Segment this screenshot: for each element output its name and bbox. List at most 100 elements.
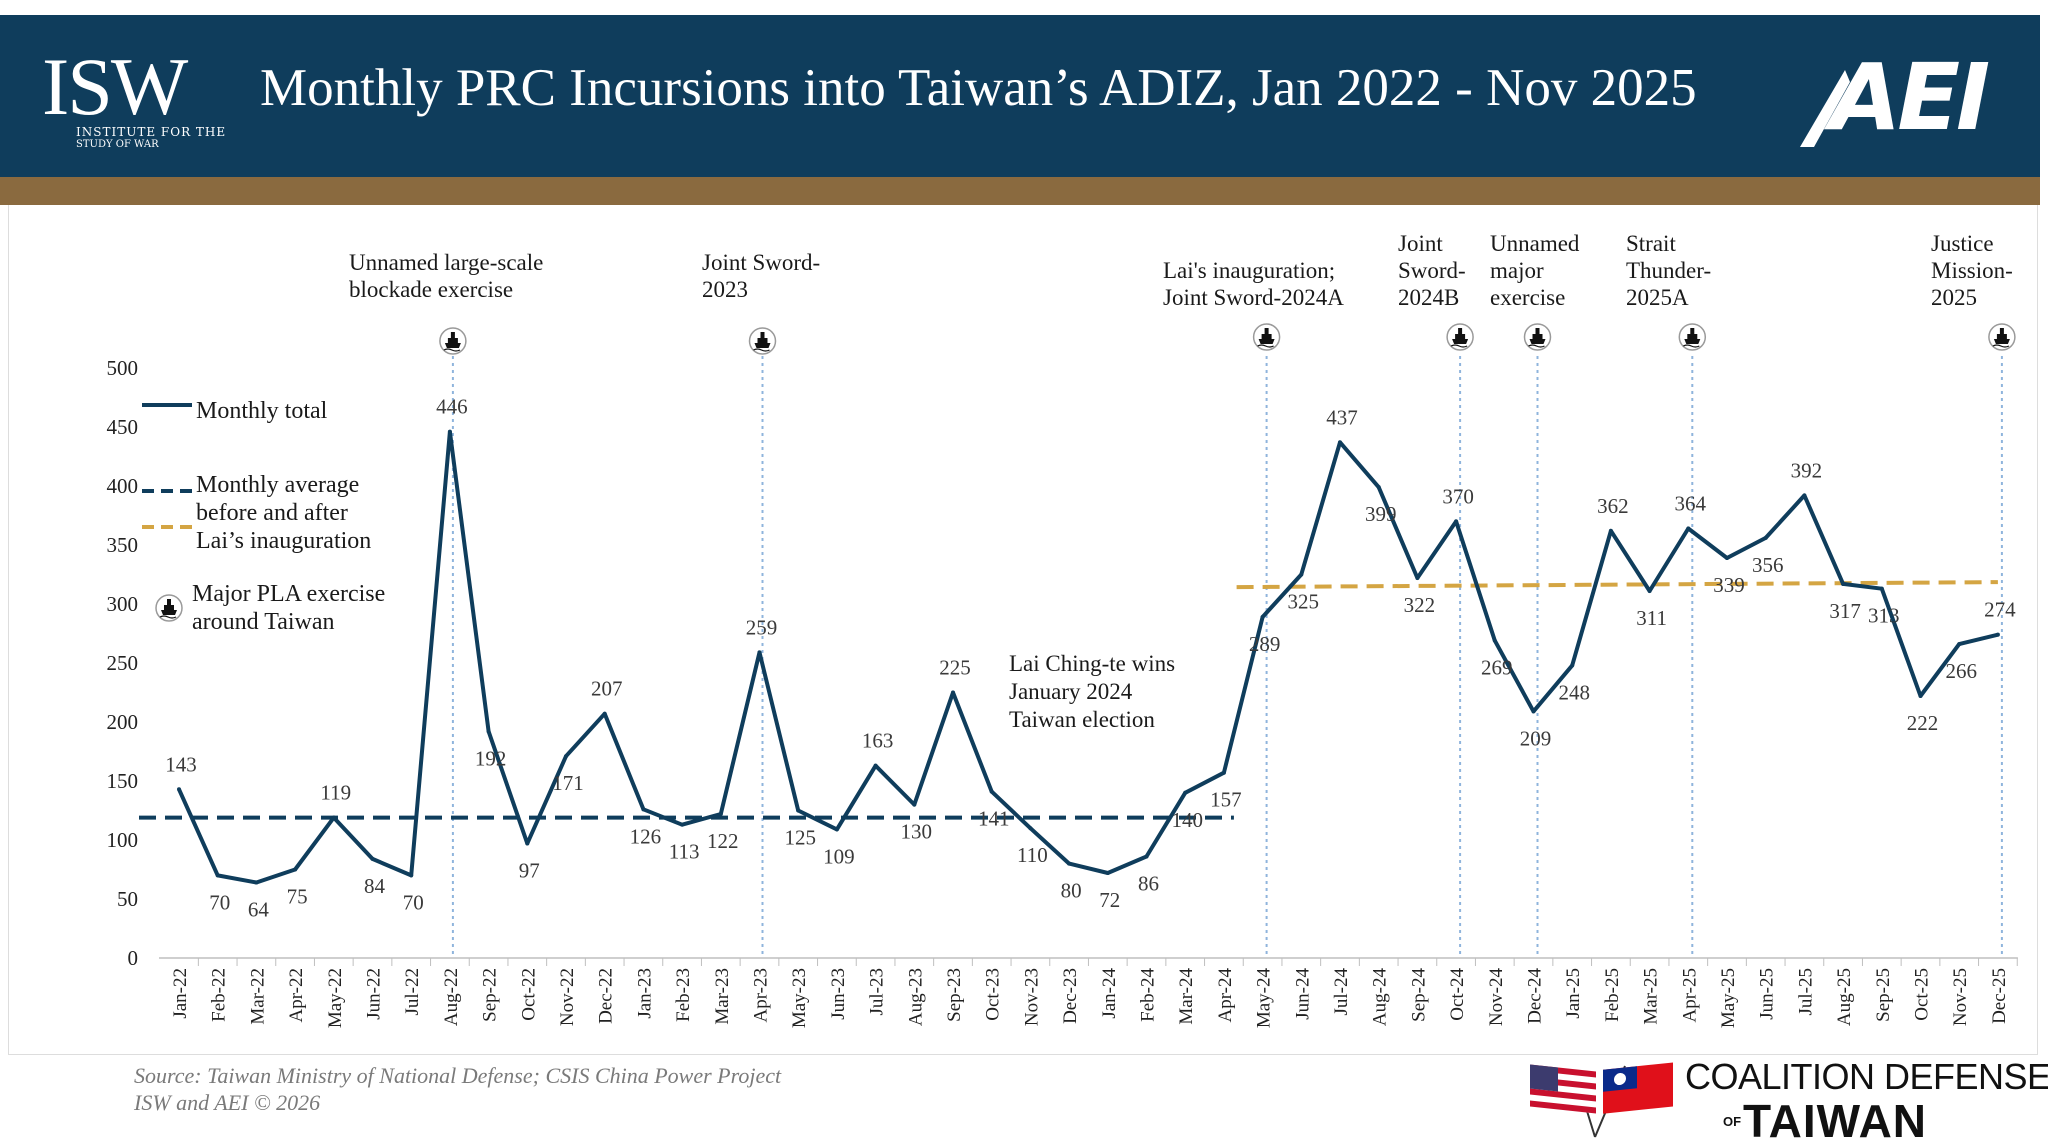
data-label: 122 xyxy=(707,829,739,853)
data-point xyxy=(1879,586,1884,591)
x-tick-label: Aug-24 xyxy=(1370,968,1391,1027)
aei-logo-text: AEI xyxy=(1830,44,1990,151)
x-tick-label: Apr-24 xyxy=(1215,968,1236,1023)
x-tick-label: Oct-22 xyxy=(518,968,539,1021)
x-tick-label: Apr-23 xyxy=(751,968,772,1023)
data-label: 130 xyxy=(901,820,933,844)
data-point xyxy=(1725,555,1729,560)
data-label: 64 xyxy=(248,897,270,921)
y-tick-label: 200 xyxy=(107,710,139,734)
data-point xyxy=(1028,826,1033,831)
data-point xyxy=(1841,581,1846,586)
x-tick-label: Sep-22 xyxy=(480,968,501,1022)
data-point xyxy=(370,856,375,861)
data-label: 192 xyxy=(475,746,507,770)
data-label: 370 xyxy=(1442,484,1474,508)
data-point xyxy=(254,880,259,885)
y-tick-label: 100 xyxy=(107,828,139,852)
data-label: 322 xyxy=(1404,593,1436,617)
exercise-label: Unnamed large-scale xyxy=(349,250,543,275)
data-label: 446 xyxy=(436,395,468,419)
data-point xyxy=(1183,790,1188,795)
data-label: 119 xyxy=(320,781,351,805)
data-point xyxy=(177,787,181,792)
x-tick-label: May-25 xyxy=(1718,968,1739,1028)
exercise-label: Justice xyxy=(1931,231,1994,256)
election-annotation: January 2024 xyxy=(1009,679,1133,704)
exercise-label: Thunder- xyxy=(1626,258,1711,283)
x-tick-label: Mar-23 xyxy=(712,968,733,1025)
exercise-label: Unnamed xyxy=(1490,231,1580,256)
data-point xyxy=(1570,663,1575,668)
x-tick-label: Sep-23 xyxy=(944,968,965,1022)
data-label: 325 xyxy=(1288,590,1320,614)
data-label: 140 xyxy=(1171,808,1203,832)
isw-logo-mark: ISW xyxy=(42,41,188,132)
data-point xyxy=(718,812,723,817)
data-label: 70 xyxy=(209,890,230,914)
data-point xyxy=(409,873,414,878)
exercise-label: blockade exercise xyxy=(349,277,513,302)
cdt-of: OF xyxy=(1723,1114,1742,1129)
header-gold-band xyxy=(0,177,2040,205)
data-label: 109 xyxy=(823,844,855,868)
data-label: 274 xyxy=(1984,598,2016,622)
x-tick-label: Aug-22 xyxy=(441,968,462,1026)
x-tick-label: Sep-25 xyxy=(1873,968,1894,1022)
data-point xyxy=(1763,535,1768,540)
data-point xyxy=(1260,614,1265,619)
ship-icon xyxy=(1523,323,1552,351)
source-line-1: Source: Taiwan Ministry of National Defe… xyxy=(134,1063,782,1088)
x-tick-label: Jul-22 xyxy=(402,968,423,1016)
x-tick-label: Feb-24 xyxy=(1138,968,1159,1022)
data-label: 126 xyxy=(630,824,662,848)
ship-icon xyxy=(1446,323,1474,351)
x-tick-label: Jan-25 xyxy=(1563,968,1584,1019)
data-point xyxy=(331,815,336,820)
data-label: 266 xyxy=(1945,659,1977,683)
data-label: 225 xyxy=(939,656,971,680)
legend-label-average: Lai’s inauguration xyxy=(196,528,371,554)
data-label: 84 xyxy=(364,874,386,898)
chart-title: Monthly PRC Incursions into Taiwan’s ADI… xyxy=(260,59,1697,117)
x-tick-label: Feb-23 xyxy=(673,968,694,1022)
data-point xyxy=(834,827,839,832)
data-label: 311 xyxy=(1636,606,1667,630)
x-tick-label: Oct-23 xyxy=(983,968,1004,1021)
data-point xyxy=(486,729,491,734)
data-point xyxy=(1454,519,1459,524)
exercise-label: Sword- xyxy=(1398,258,1466,283)
data-point xyxy=(1299,572,1304,577)
data-point xyxy=(1492,638,1497,643)
isw-logo-subtitle-2: STUDY OF WAR xyxy=(76,139,159,150)
aei-swoosh-icon xyxy=(1800,70,1850,147)
election-annotation: Taiwan election xyxy=(1009,707,1155,732)
legend-label-total: Monthly total xyxy=(196,398,328,424)
ship-icon xyxy=(1252,323,1281,351)
chart-frame xyxy=(8,205,2038,1055)
y-tick-label: 150 xyxy=(107,769,139,793)
exercise-label: exercise xyxy=(1490,285,1565,310)
x-tick-label: Jan-22 xyxy=(170,968,191,1019)
data-point xyxy=(1918,694,1923,699)
source-note: Source: Taiwan Ministry of National Defe… xyxy=(134,1062,1334,1116)
data-point xyxy=(602,711,607,716)
x-tick-label: Aug-25 xyxy=(1834,968,1855,1026)
data-point xyxy=(447,429,452,434)
data-point xyxy=(1802,493,1807,498)
exercise-label: Lai's inauguration; xyxy=(1163,258,1335,283)
data-point xyxy=(293,867,298,872)
x-tick-label: Dec-22 xyxy=(596,968,617,1024)
cdt-line-2: TAIWAN xyxy=(1743,1095,1928,1147)
exercise-label: Mission- xyxy=(1931,258,2013,283)
data-point xyxy=(1995,632,2000,637)
x-tick-label: Jun-22 xyxy=(364,968,385,1020)
source-line-2: ISW and AEI © 2026 xyxy=(134,1090,321,1115)
cdt-line-1: COALITION DEFENSE xyxy=(1685,1056,2048,1097)
x-tick-label: Nov-22 xyxy=(557,968,578,1026)
x-tick-label: Dec-25 xyxy=(1989,968,2010,1024)
data-label: 70 xyxy=(403,890,424,914)
exercise-label: Joint xyxy=(1398,231,1443,256)
y-tick-label: 250 xyxy=(107,651,139,675)
